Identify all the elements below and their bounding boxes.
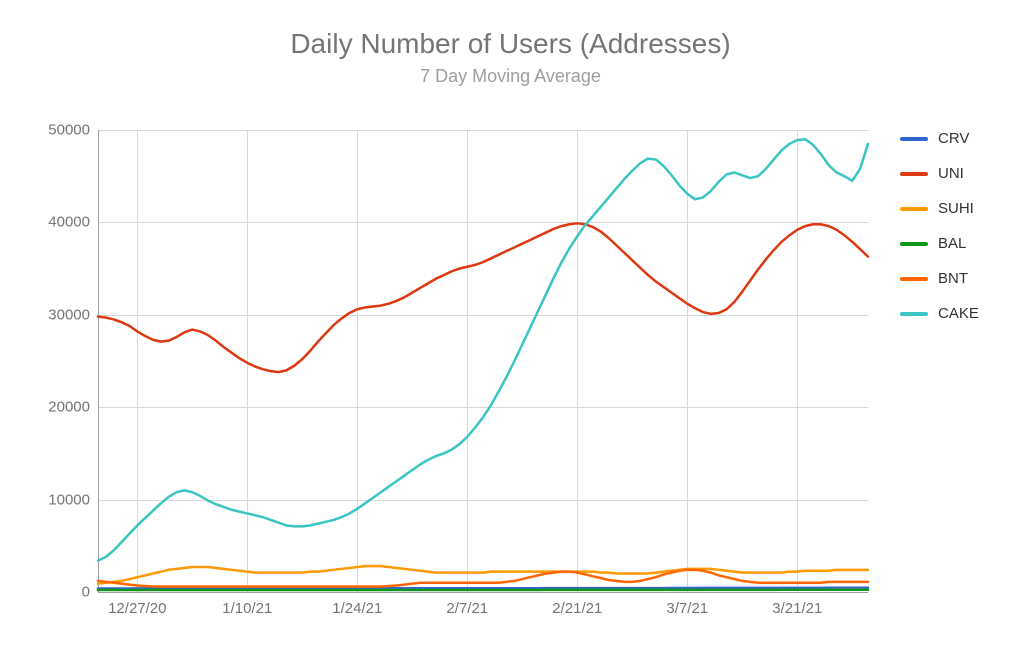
- x-axis-tick-label: 2/7/21: [446, 600, 488, 617]
- y-axis-tick-label: 0: [82, 584, 90, 601]
- legend-label: SUHI: [938, 200, 974, 217]
- plot-area: 0100002000030000400005000012/27/201/10/2…: [98, 130, 868, 592]
- y-axis-tick-label: 50000: [48, 122, 90, 139]
- x-axis-tick-label: 2/21/21: [552, 600, 602, 617]
- legend-item-suhi: SUHI: [900, 200, 979, 217]
- legend-item-bnt: BNT: [900, 270, 979, 287]
- legend-item-crv: CRV: [900, 130, 979, 147]
- legend: CRV UNI SUHI BAL BNT CAKE: [900, 130, 979, 340]
- x-axis-tick-label: 3/21/21: [772, 600, 822, 617]
- legend-swatch: [900, 172, 928, 176]
- legend-swatch: [900, 242, 928, 246]
- y-axis-tick-label: 20000: [48, 399, 90, 416]
- x-axis-tick-label: 1/24/21: [332, 600, 382, 617]
- y-axis-tick-label: 30000: [48, 306, 90, 323]
- y-axis-tick-label: 10000: [48, 491, 90, 508]
- x-axis-line: [98, 592, 868, 593]
- chart-container: Daily Number of Users (Addresses) 7 Day …: [0, 0, 1021, 668]
- x-axis-tick-label: 1/10/21: [222, 600, 272, 617]
- chart-title: Daily Number of Users (Addresses): [0, 28, 1021, 60]
- legend-swatch: [900, 207, 928, 211]
- legend-swatch: [900, 137, 928, 141]
- y-axis-tick-label: 40000: [48, 214, 90, 231]
- chart-lines: [98, 130, 868, 592]
- legend-swatch: [900, 312, 928, 316]
- legend-label: BAL: [938, 235, 966, 252]
- legend-label: UNI: [938, 165, 964, 182]
- series-line-cake: [98, 139, 868, 560]
- x-axis-tick-label: 12/27/20: [108, 600, 166, 617]
- legend-label: CRV: [938, 130, 969, 147]
- x-axis-tick-label: 3/7/21: [666, 600, 708, 617]
- legend-swatch: [900, 277, 928, 281]
- series-line-crv: [98, 588, 868, 589]
- chart-subtitle: 7 Day Moving Average: [0, 66, 1021, 87]
- legend-item-cake: CAKE: [900, 305, 979, 322]
- series-line-uni: [98, 223, 868, 372]
- legend-label: BNT: [938, 270, 968, 287]
- legend-item-uni: UNI: [900, 165, 979, 182]
- legend-label: CAKE: [938, 305, 979, 322]
- legend-item-bal: BAL: [900, 235, 979, 252]
